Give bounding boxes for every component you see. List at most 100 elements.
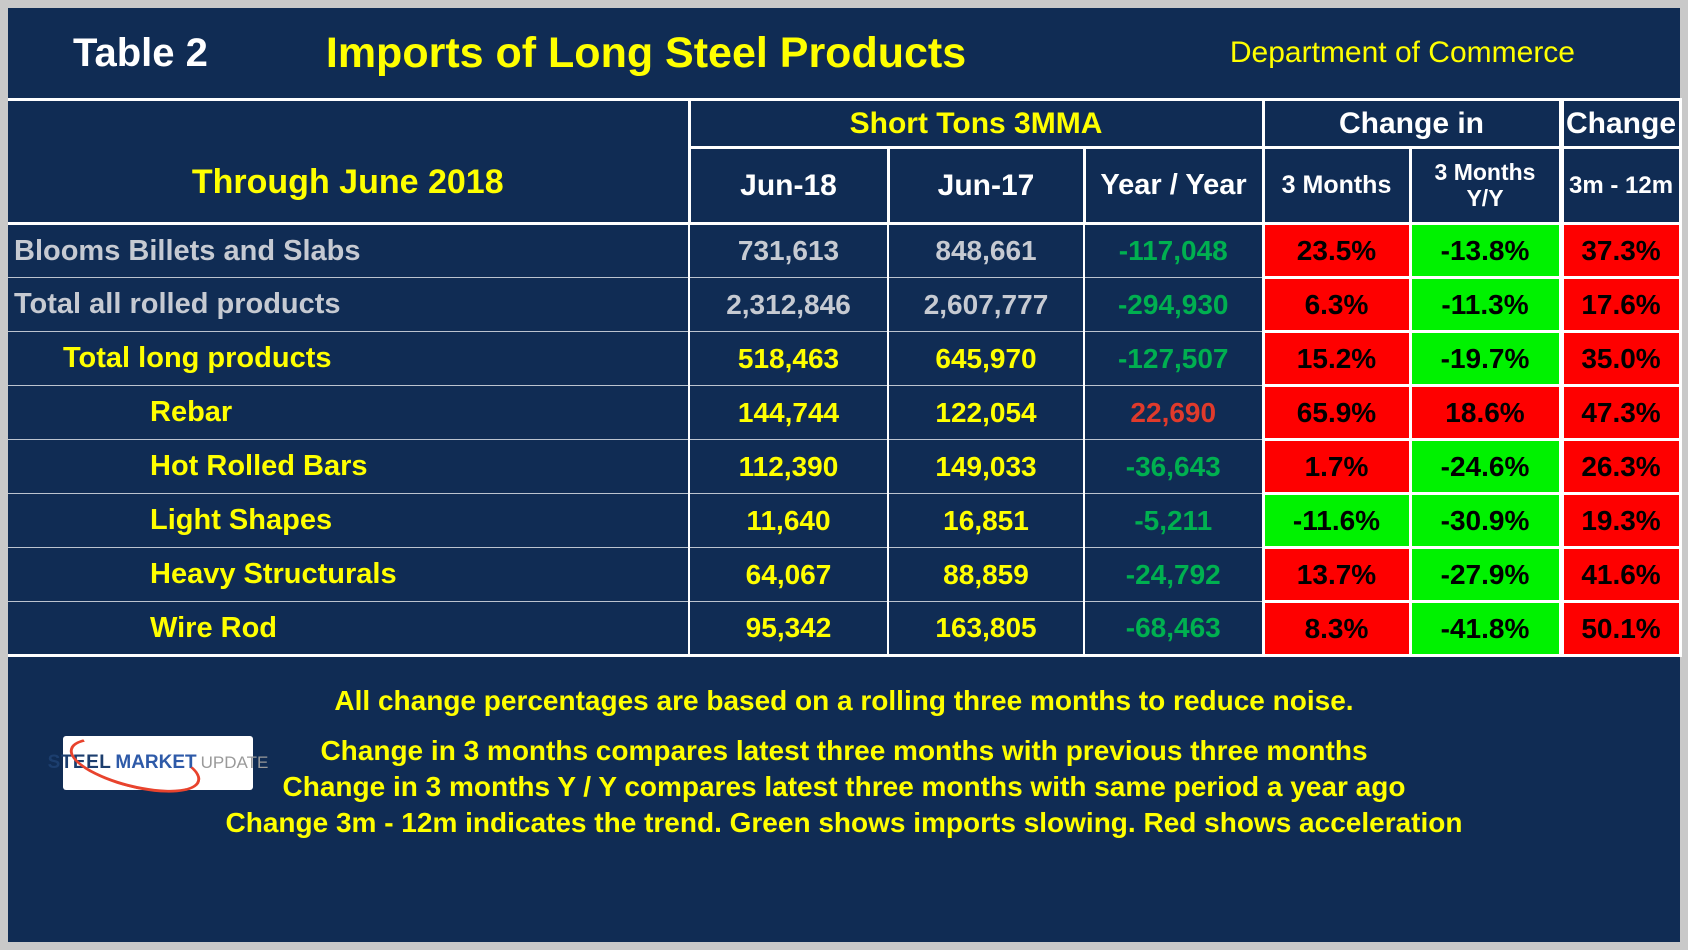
row-label-cell: Total all rolled products [8, 277, 689, 332]
jun17-cell: 88,859 [887, 547, 1084, 602]
table-number-label: Table 2 [73, 30, 208, 75]
period-header: Through June 2018 [8, 99, 691, 225]
table-header: Through June 2018 Short Tons 3MMA Change… [8, 98, 1682, 225]
jun17-cell: 16,851 [887, 493, 1084, 548]
chg-3m-yy-cell: -24.6% [1408, 438, 1563, 495]
col-header-yoy: Year / Year [1082, 146, 1265, 225]
footnote-main: All change percentages are based on a ro… [334, 685, 1354, 716]
jun18-cell: 144,744 [688, 385, 888, 440]
jun18-cell: 11,640 [688, 493, 888, 548]
chg-3m-yy-cell: -27.9% [1408, 546, 1563, 603]
chg-3m-cell: 1.7% [1261, 438, 1412, 495]
col-header-jun18: Jun-18 [687, 146, 890, 225]
table-row: Light Shapes 11,640 16,851 -5,211 -11.6%… [8, 492, 1682, 549]
chg-3m-yy-cell: -30.9% [1408, 492, 1563, 549]
footnote-details: Change in 3 months compares latest three… [8, 733, 1680, 841]
chg-3m-cell: -11.6% [1261, 492, 1412, 549]
chg-3m-12m-cell: 47.3% [1558, 384, 1682, 441]
row-label: Hot Rolled Bars [150, 450, 368, 482]
col-header-3m: 3 Months [1261, 146, 1412, 225]
group-change: Change [1558, 98, 1682, 149]
header-group-row: Through June 2018 Short Tons 3MMA Change… [8, 98, 1682, 225]
yoy-cell: -5,211 [1083, 493, 1263, 548]
group-short-tons: Short Tons 3MMA [687, 98, 1265, 149]
chg-3m-yy-cell: -41.8% [1408, 600, 1563, 657]
yoy-cell: -36,643 [1083, 439, 1263, 494]
jun18-cell: 2,312,846 [688, 277, 888, 332]
title-bar: Table 2 Imports of Long Steel Products D… [8, 8, 1680, 98]
yoy-cell: -127,507 [1083, 331, 1263, 386]
row-label-cell: Heavy Structurals [8, 547, 689, 602]
row-label: Light Shapes [150, 504, 333, 536]
jun17-cell: 163,805 [887, 601, 1084, 657]
page-title: Imports of Long Steel Products [325, 28, 967, 77]
chg-3m-cell: 23.5% [1261, 222, 1412, 279]
yoy-cell: -68,463 [1083, 601, 1263, 657]
chg-3m-yy-cell: 18.6% [1408, 384, 1563, 441]
chg-3m-cell: 8.3% [1261, 600, 1412, 657]
yoy-cell: -294,930 [1083, 277, 1263, 332]
jun18-cell: 64,067 [688, 547, 888, 602]
table-row: Rebar 144,744 122,054 22,690 65.9% 18.6%… [8, 384, 1682, 441]
table-row: Blooms Billets and Slabs 731,613 848,661… [8, 222, 1682, 279]
jun18-cell: 731,613 [688, 223, 888, 278]
jun17-cell: 2,607,777 [887, 277, 1084, 332]
row-label: Total long products [63, 342, 332, 374]
report-sheet: Table 2 Imports of Long Steel Products D… [8, 8, 1682, 942]
source-label: Department of Commerce [1229, 36, 1575, 69]
chg-3m-12m-cell: 26.3% [1558, 438, 1682, 495]
chg-3m-yy-cell: -19.7% [1408, 330, 1563, 387]
table-row: Wire Rod 95,342 163,805 -68,463 8.3% -41… [8, 600, 1682, 657]
jun17-cell: 149,033 [887, 439, 1084, 494]
chg-3m-cell: 6.3% [1261, 276, 1412, 333]
jun18-cell: 95,342 [688, 601, 888, 657]
row-label: Total all rolled products [14, 288, 341, 320]
row-label-cell: Wire Rod [8, 601, 689, 657]
yoy-cell: 22,690 [1083, 385, 1263, 440]
jun17-cell: 122,054 [887, 385, 1084, 440]
footnote-3m-yy: Change in 3 months Y / Y compares latest… [282, 771, 1406, 802]
yoy-cell: -117,048 [1083, 223, 1263, 278]
table-row: Total all rolled products 2,312,846 2,60… [8, 276, 1682, 333]
chg-3m-12m-cell: 17.6% [1558, 276, 1682, 333]
row-label-cell: Light Shapes [8, 493, 689, 548]
row-label-cell: Rebar [8, 385, 689, 440]
table-row: Hot Rolled Bars 112,390 149,033 -36,643 … [8, 438, 1682, 495]
row-label: Blooms Billets and Slabs [14, 234, 361, 267]
chg-3m-yy-cell: -11.3% [1408, 276, 1563, 333]
jun18-cell: 112,390 [688, 439, 888, 494]
logo-text-update: UPDATE [200, 753, 269, 772]
yoy-cell: -24,792 [1083, 547, 1263, 602]
col-header-jun17: Jun-17 [886, 146, 1086, 225]
chg-3m-yy-cell: -13.8% [1408, 222, 1563, 279]
chg-3m-cell: 65.9% [1261, 384, 1412, 441]
row-label-cell: Total long products [8, 331, 689, 386]
footnote-3m: Change in 3 months compares latest three… [320, 735, 1368, 766]
col-header-3m-yy: 3 Months Y/Y [1408, 146, 1563, 225]
chg-3m-12m-cell: 41.6% [1558, 546, 1682, 603]
smu-logo: STEEL MARKET UPDATE [48, 726, 268, 804]
group-change-in: Change in [1261, 98, 1563, 149]
row-label: Rebar [150, 396, 233, 428]
header-column-row: Jun-18 Jun-17 Year / Year 3 Months 3 Mon… [8, 146, 1682, 225]
row-label: Wire Rod [150, 611, 278, 644]
logo-text-steel: STEEL [47, 752, 112, 773]
footnotes-section: All change percentages are based on a ro… [8, 657, 1680, 942]
table-row: Total long products 518,463 645,970 -127… [8, 330, 1682, 387]
footnote-3m-12m: Change 3m - 12m indicates the trend. Gre… [225, 807, 1463, 838]
logo-text-market: MARKET [115, 752, 197, 773]
row-label-cell: Blooms Billets and Slabs [8, 223, 689, 278]
chg-3m-12m-cell: 50.1% [1558, 600, 1682, 657]
table-row: Heavy Structurals 64,067 88,859 -24,792 … [8, 546, 1682, 603]
table-body: Blooms Billets and Slabs 731,613 848,661… [8, 222, 1682, 657]
jun18-cell: 518,463 [688, 331, 888, 386]
imports-table: Through June 2018 Short Tons 3MMA Change… [8, 98, 1682, 657]
chg-3m-cell: 15.2% [1261, 330, 1412, 387]
chg-3m-cell: 13.7% [1261, 546, 1412, 603]
row-label-cell: Hot Rolled Bars [8, 439, 689, 494]
chg-3m-12m-cell: 35.0% [1558, 330, 1682, 387]
jun17-cell: 645,970 [887, 331, 1084, 386]
jun17-cell: 848,661 [887, 223, 1084, 278]
col-header-3m-12m: 3m - 12m [1558, 146, 1682, 225]
